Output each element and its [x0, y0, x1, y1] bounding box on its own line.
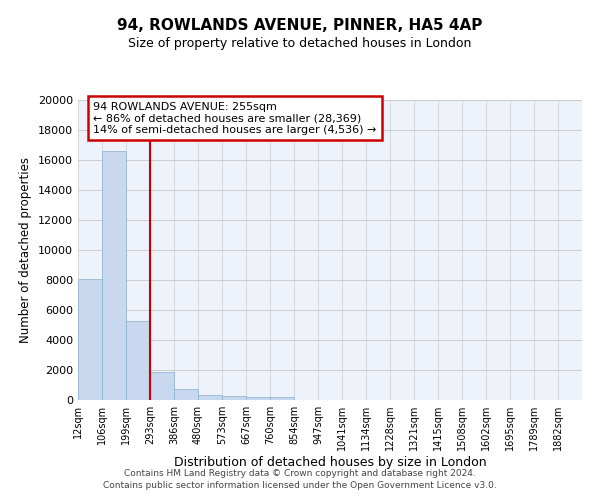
Bar — [174, 389, 198, 400]
Bar — [246, 396, 270, 400]
Bar — [222, 396, 246, 400]
Bar — [102, 151, 126, 400]
Bar — [270, 398, 294, 400]
Text: Contains HM Land Registry data © Crown copyright and database right 2024.: Contains HM Land Registry data © Crown c… — [124, 468, 476, 477]
Text: 94 ROWLANDS AVENUE: 255sqm
← 86% of detached houses are smaller (28,369)
14% of : 94 ROWLANDS AVENUE: 255sqm ← 86% of deta… — [93, 102, 376, 134]
Text: Size of property relative to detached houses in London: Size of property relative to detached ho… — [128, 38, 472, 51]
Y-axis label: Number of detached properties: Number of detached properties — [19, 157, 32, 343]
Text: Contains public sector information licensed under the Open Government Licence v3: Contains public sector information licen… — [103, 481, 497, 490]
Bar — [78, 278, 102, 400]
Bar — [198, 395, 222, 400]
Text: 94, ROWLANDS AVENUE, PINNER, HA5 4AP: 94, ROWLANDS AVENUE, PINNER, HA5 4AP — [118, 18, 482, 32]
X-axis label: Distribution of detached houses by size in London: Distribution of detached houses by size … — [173, 456, 487, 469]
Bar — [150, 372, 174, 400]
Bar — [126, 320, 150, 400]
